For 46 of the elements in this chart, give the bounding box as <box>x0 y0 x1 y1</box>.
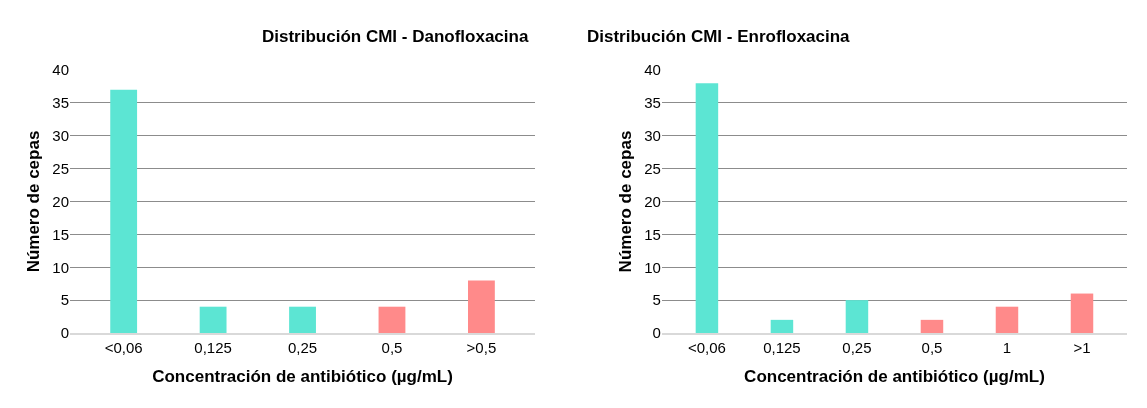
y-tick-label: 30 <box>644 127 661 144</box>
x-tick-label: <0,06 <box>104 338 143 356</box>
y-tick-label: 35 <box>644 94 661 112</box>
y-tick-label: 40 <box>52 61 69 79</box>
bar <box>995 306 1019 333</box>
y-tick-label: 25 <box>52 159 69 177</box>
bar <box>845 300 869 333</box>
y-tick-label: 10 <box>644 258 661 276</box>
bar <box>920 319 944 333</box>
y-tick-label: 15 <box>644 225 661 243</box>
x-tick-label: 0,125 <box>194 338 232 356</box>
bar <box>770 319 794 333</box>
x-tick-label: >0,5 <box>466 338 497 356</box>
y-tick-label: 25 <box>644 159 661 177</box>
bar <box>468 280 495 333</box>
x-tick-label: 0,25 <box>287 338 318 356</box>
bar <box>110 89 138 333</box>
bar <box>695 83 719 333</box>
chart-title: Distribución CMI - Danofloxacina <box>262 27 529 46</box>
y-tick-label: 35 <box>52 94 69 112</box>
x-tick-label: 0,5 <box>381 338 403 356</box>
bar <box>1070 293 1094 333</box>
y-axis-title: Número de cepas <box>615 130 635 273</box>
y-tick-label: 15 <box>52 225 69 243</box>
y-tick-label: 20 <box>52 192 69 210</box>
chart-title: Distribución CMI - Enrofloxacina <box>587 27 851 46</box>
y-tick-label: 40 <box>644 61 661 79</box>
y-tick-label: 5 <box>652 291 661 309</box>
y-axis-title: Número de cepas <box>23 130 43 273</box>
x-tick-label: 0,5 <box>921 338 943 356</box>
y-tick-label: 10 <box>52 258 69 276</box>
x-axis-title: Concentración de antibiótico (µg/mL) <box>744 366 1045 386</box>
y-tick-label: 20 <box>644 192 661 210</box>
y-tick-label: 5 <box>60 291 69 309</box>
x-tick-label: >1 <box>1073 338 1091 356</box>
x-tick-label: <0,06 <box>687 338 726 356</box>
x-axis-title: Concentración de antibiótico (µg/mL) <box>152 366 453 386</box>
y-tick-label: 30 <box>52 127 69 144</box>
bar <box>378 306 406 333</box>
bar <box>289 306 316 333</box>
y-tick-label: 0 <box>652 324 661 342</box>
x-tick-label: 0,25 <box>842 338 872 356</box>
x-tick-label: 1 <box>1002 338 1012 356</box>
x-tick-label: 0,125 <box>763 338 801 356</box>
bar <box>199 306 227 333</box>
y-tick-label: 0 <box>60 324 69 342</box>
